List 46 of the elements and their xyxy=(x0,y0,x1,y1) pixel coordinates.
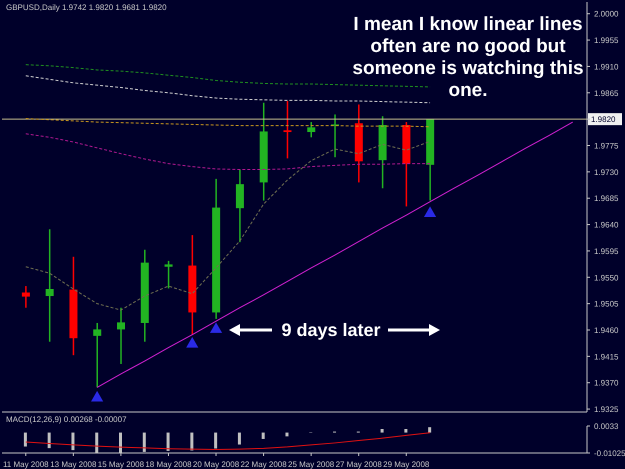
annotation: 9 days later xyxy=(281,320,381,340)
y-tick-label: 1.9640 xyxy=(594,220,620,230)
x-tick-label: 18 May 2008 xyxy=(145,460,192,469)
y-tick-label: 1.9370 xyxy=(594,378,620,388)
x-tick-label: 20 May 2008 xyxy=(192,460,240,469)
annotation: I mean I know linear lines often are no good but someone is watching this one. xyxy=(352,14,584,101)
line-series xyxy=(25,140,431,311)
x-tick-label: 15 May 2008 xyxy=(98,460,145,469)
y-tick-label: 1.9505 xyxy=(594,300,620,309)
ref-line-label: 1.9820 xyxy=(591,115,616,124)
y-tick-label: 1.9775 xyxy=(594,142,620,150)
candlestick xyxy=(93,322,102,388)
line-series xyxy=(96,122,574,388)
line-series xyxy=(25,118,431,128)
x-tick-label: 22 May 2008 xyxy=(240,460,288,469)
y-tick-label: 1.9325 xyxy=(594,405,620,414)
line-series xyxy=(25,133,431,170)
candlestick xyxy=(307,121,316,138)
candlestick xyxy=(117,306,126,365)
point xyxy=(91,390,104,402)
x-tick-label: 25 May 2008 xyxy=(288,460,335,469)
x-tick-label: 11 May 2008 xyxy=(2,460,50,469)
y-tick-label: 1.9550 xyxy=(594,273,620,282)
x-tick-label: 13 May 2008 xyxy=(50,460,98,469)
line-series xyxy=(25,75,431,104)
y-tick-label: 1.9415 xyxy=(594,352,620,362)
y-tick-label: 1.9910 xyxy=(594,62,620,72)
y-tick-label: 1.9595 xyxy=(594,246,620,256)
candlestick xyxy=(46,228,54,342)
point xyxy=(210,322,222,333)
y-tick-label: 0.0033 xyxy=(594,422,620,431)
chart-title: MACD(12,26,9) 0.00268 -0.00007 xyxy=(6,415,127,424)
line-series xyxy=(25,432,431,450)
candlestick xyxy=(22,285,30,308)
point xyxy=(424,206,436,217)
y-tick-label: 1.9865 xyxy=(594,88,620,98)
y-tick-label: 1.9730 xyxy=(594,168,620,177)
point xyxy=(186,337,198,348)
y-tick-label: 1.9685 xyxy=(594,194,620,204)
y-tick-label: -0.01025 xyxy=(594,449,625,458)
chart-title: GBPUSD,Daily 1.9742 1.9820 1.9681 1.9820 xyxy=(6,3,167,12)
y-tick-label: 1.9460 xyxy=(594,326,620,335)
y-tick-label: 2.0000 xyxy=(594,10,620,19)
x-tick-label: 29 May 2008 xyxy=(383,460,430,469)
x-tick-label: 27 May 2008 xyxy=(336,460,382,469)
y-tick-label: 1.9955 xyxy=(594,36,620,46)
